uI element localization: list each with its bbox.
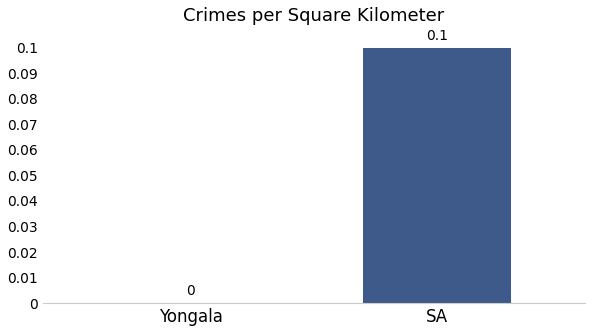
Title: Crimes per Square Kilometer: Crimes per Square Kilometer <box>183 7 445 25</box>
Text: 0.1: 0.1 <box>426 29 448 43</box>
Bar <box>363 48 511 303</box>
Text: 0: 0 <box>186 284 195 298</box>
